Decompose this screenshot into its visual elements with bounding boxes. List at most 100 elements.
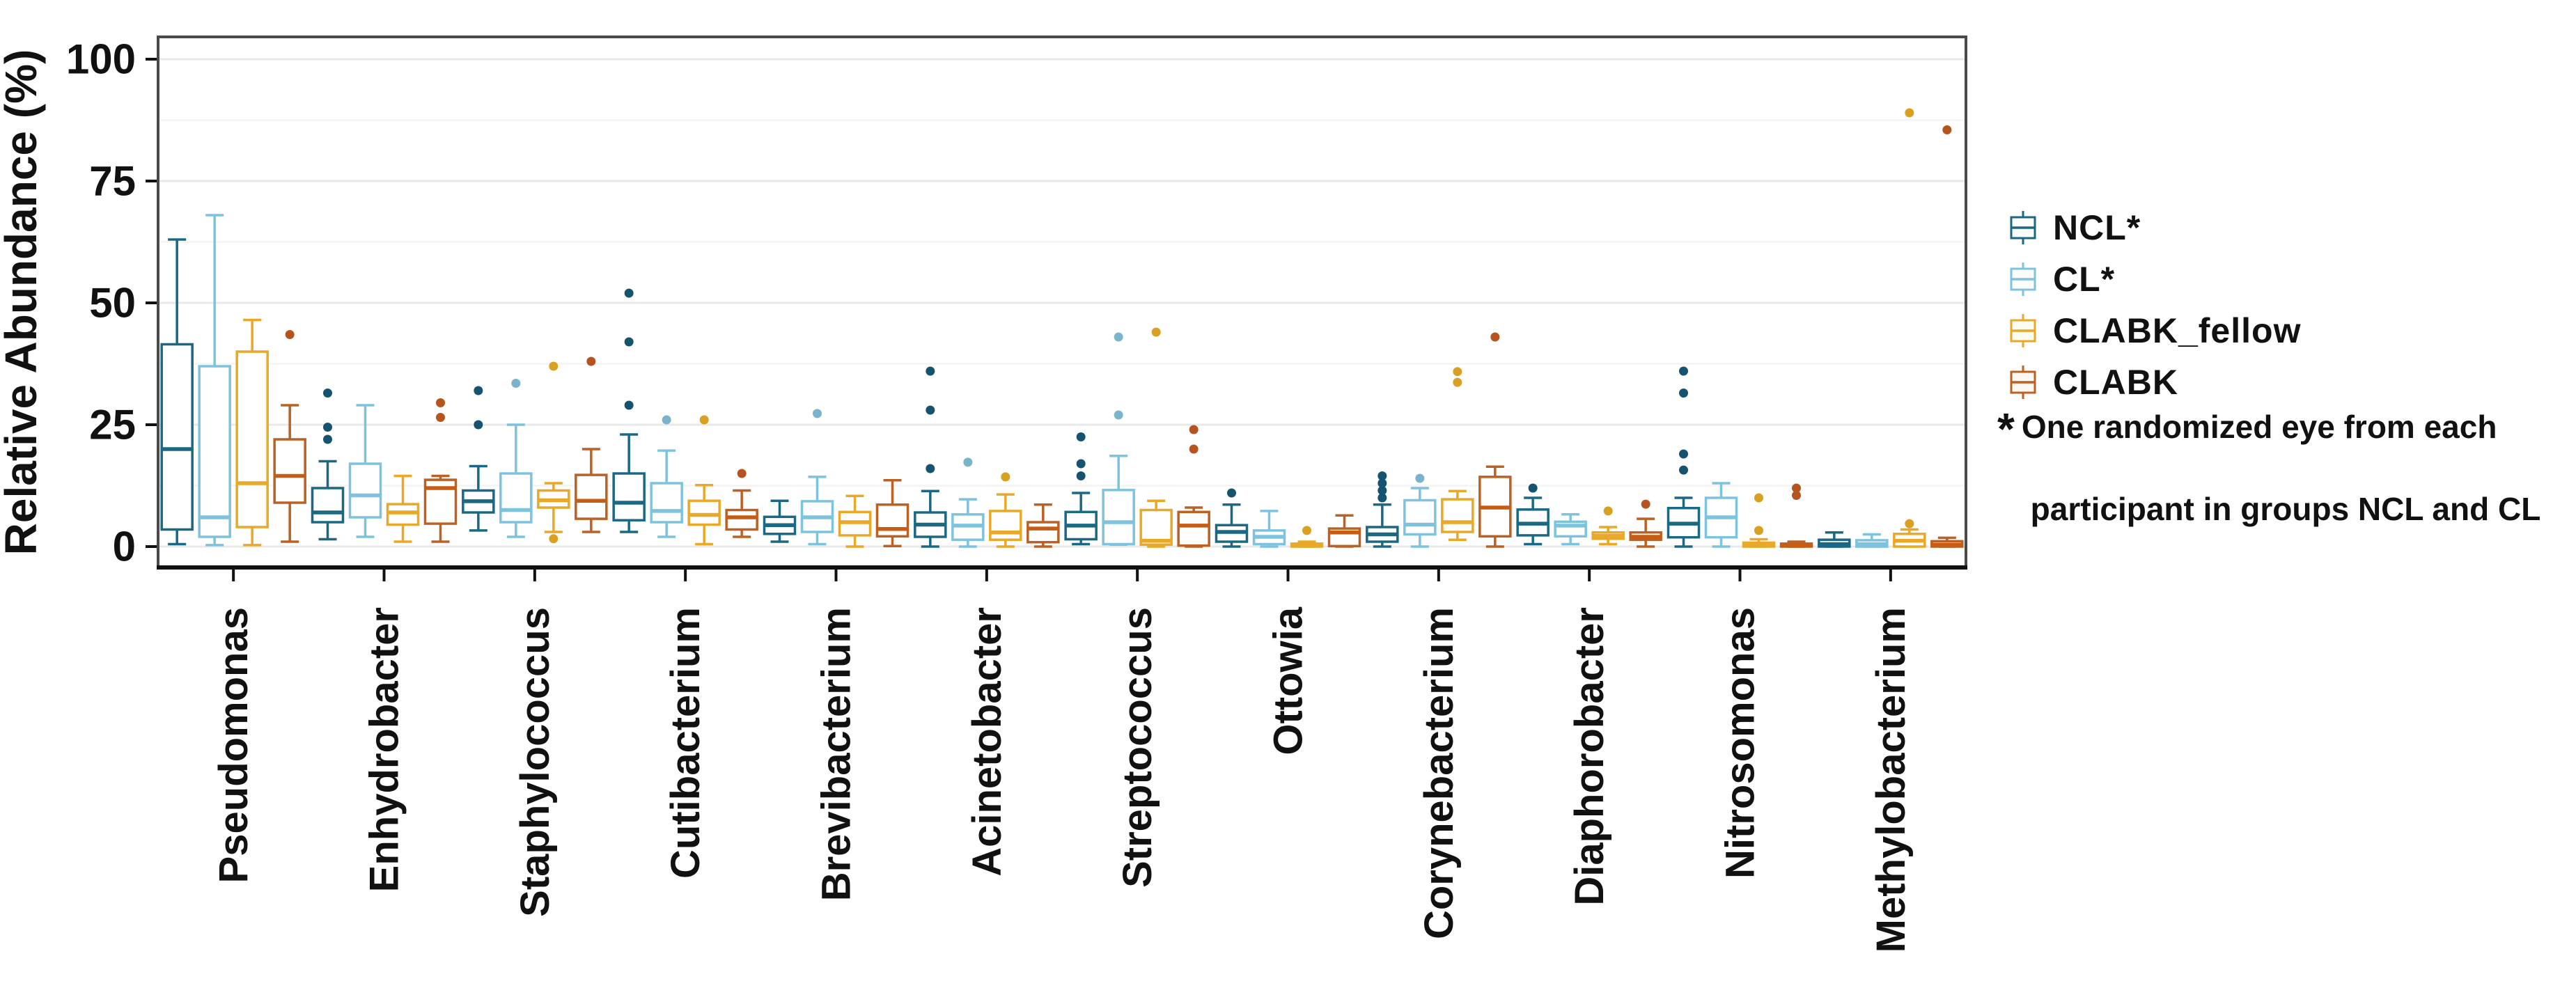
box-CLABK_fellow-Pseudomonas bbox=[235, 350, 269, 528]
x-axis-label-Cutibacterium: Cutibacterium bbox=[663, 607, 708, 879]
box-NCL*-Enhydrobacter bbox=[311, 487, 345, 524]
outlier-NCL*-Streptococcus bbox=[1076, 432, 1086, 441]
box-CLABK_fellow-Cutibacterium bbox=[687, 499, 721, 526]
x-axis-label-Streptococcus: Streptococcus bbox=[1115, 607, 1160, 888]
legend-label: CLABK_fellow bbox=[2053, 311, 2302, 350]
y-tick-label: 25 bbox=[89, 402, 136, 448]
outlier-CL*-Streptococcus bbox=[1114, 410, 1123, 420]
outlier-CL*-Staphylococcus bbox=[511, 379, 521, 388]
footnote-line2: participant in groups NCL and CL bbox=[2021, 490, 2541, 527]
outlier-NCL*-Nitrosomonas bbox=[1679, 449, 1688, 459]
box-CL*-Enhydrobacter bbox=[348, 462, 382, 519]
footnote-line1: One randomized eye from each bbox=[2021, 409, 2497, 445]
outlier-NCL*-Corynebacterium bbox=[1377, 471, 1387, 480]
outlier-CL*-Brevibacterium bbox=[813, 409, 822, 418]
outlier-NCL*-Cutibacterium bbox=[624, 337, 634, 347]
outlier-CLABK-Methylobacterium bbox=[1942, 125, 1952, 134]
box-CLABK-Staphylococcus bbox=[575, 473, 608, 520]
outlier-CLABK_fellow-Nitrosomonas bbox=[1754, 526, 1763, 535]
box-CLABK-Streptococcus bbox=[1177, 510, 1210, 547]
outlier-CLABK_fellow-Cutibacterium bbox=[699, 415, 709, 425]
outlier-CLABK_fellow-Corynebacterium bbox=[1453, 377, 1462, 387]
legend-item-cl: CL* bbox=[2007, 259, 2301, 299]
outlier-NCL*-Nitrosomonas bbox=[1679, 389, 1688, 398]
box-CL*-Streptococcus bbox=[1102, 489, 1135, 546]
outlier-CLABK_fellow-Acinetobacter bbox=[1001, 472, 1010, 482]
outlier-CLABK_fellow-Staphylococcus bbox=[549, 361, 559, 371]
y-axis-title: Relative Abundance (%) bbox=[0, 49, 46, 556]
y-tick-label: 50 bbox=[89, 280, 136, 327]
legend-label: CLABK bbox=[2053, 363, 2178, 402]
outlier-NCL*-Ottowia bbox=[1227, 488, 1236, 498]
legend-label: NCL* bbox=[2053, 208, 2141, 247]
footnote-text: One randomized eye from each participant… bbox=[2022, 407, 2540, 530]
legend-item-ncl: NCL* bbox=[2007, 207, 2301, 248]
box-NCL*-Cutibacterium bbox=[612, 472, 646, 522]
outlier-CLABK_fellow-Nitrosomonas bbox=[1754, 493, 1763, 503]
outlier-CL*-Cutibacterium bbox=[662, 415, 671, 425]
outlier-CLABK_fellow-Corynebacterium bbox=[1453, 367, 1462, 377]
outlier-CLABK-Corynebacterium bbox=[1490, 332, 1500, 342]
outlier-NCL*-Staphylococcus bbox=[474, 386, 483, 395]
box-CLABK_fellow-Acinetobacter bbox=[989, 510, 1022, 541]
y-tick-label: 75 bbox=[89, 158, 136, 205]
box-CL*-Cutibacterium bbox=[650, 482, 683, 524]
outlier-NCL*-Enhydrobacter bbox=[323, 423, 332, 432]
box-CL*-Pseudomonas bbox=[198, 365, 231, 538]
boxplot-key-icon bbox=[2010, 366, 2036, 399]
outlier-CLABK_fellow-Methylobacterium bbox=[1905, 519, 1914, 528]
x-axis-label-Enhydrobacter: Enhydrobacter bbox=[362, 607, 407, 892]
outlier-NCL*-Nitrosomonas bbox=[1679, 366, 1688, 376]
outlier-CLABK-Streptococcus bbox=[1189, 444, 1199, 454]
outlier-CLABK_fellow-Methylobacterium bbox=[1905, 108, 1914, 118]
box-NCL*-Pseudomonas bbox=[160, 343, 194, 531]
outlier-NCL*-Enhydrobacter bbox=[323, 434, 332, 444]
x-axis-label-Nitrosomonas: Nitrosomonas bbox=[1718, 607, 1763, 879]
box-CLABK-Brevibacterium bbox=[875, 503, 910, 538]
outlier-CLABK-Staphylococcus bbox=[586, 356, 596, 366]
outlier-NCL*-Corynebacterium bbox=[1377, 478, 1387, 488]
outlier-CLABK_fellow-Diaphorobacter bbox=[1603, 506, 1613, 516]
outlier-CL*-Streptococcus bbox=[1114, 332, 1123, 342]
x-axis-label-Diaphorobacter: Diaphorobacter bbox=[1567, 607, 1612, 906]
box-CLABK-Cutibacterium bbox=[725, 508, 758, 531]
box-CL*-Staphylococcus bbox=[499, 472, 533, 524]
outlier-CLABK-Pseudomonas bbox=[285, 330, 295, 339]
outlier-NCL*-Nitrosomonas bbox=[1679, 465, 1688, 475]
box-CLABK_fellow-Enhydrobacter bbox=[386, 503, 420, 526]
legend-label: CL* bbox=[2053, 260, 2116, 299]
outlier-CLABK-Cutibacterium bbox=[737, 469, 747, 478]
outlier-NCL*-Acinetobacter bbox=[926, 366, 935, 376]
boxplot-key-icon bbox=[2010, 211, 2036, 244]
outlier-CLABK_fellow-Streptococcus bbox=[1151, 327, 1161, 337]
outlier-CL*-Corynebacterium bbox=[1415, 473, 1425, 483]
outlier-NCL*-Corynebacterium bbox=[1377, 486, 1387, 495]
x-axis-label-Ottowia: Ottowia bbox=[1266, 606, 1311, 755]
x-axis-label-Staphylococcus: Staphylococcus bbox=[513, 607, 558, 917]
box-CL*-Corynebacterium bbox=[1403, 499, 1437, 536]
outlier-CLABK-Nitrosomonas bbox=[1792, 491, 1801, 500]
outlier-NCL*-Staphylococcus bbox=[474, 420, 483, 430]
outlier-CLABK-Streptococcus bbox=[1189, 425, 1199, 434]
outlier-NCL*-Diaphorobacter bbox=[1528, 483, 1538, 493]
outlier-NCL*-Cutibacterium bbox=[624, 400, 634, 410]
legend-item-clabk-fellow: CLABK_fellow bbox=[2007, 311, 2301, 351]
outlier-NCL*-Corynebacterium bbox=[1377, 493, 1387, 503]
boxplot-key-icon bbox=[2010, 262, 2036, 296]
outlier-CLABK-Enhydrobacter bbox=[436, 398, 445, 407]
outlier-NCL*-Streptococcus bbox=[1076, 471, 1086, 480]
legend-item-clabk: CLABK bbox=[2007, 362, 2301, 402]
x-axis-label-Methylobacterium: Methylobacterium bbox=[1868, 607, 1914, 952]
box-CLABK-Acinetobacter bbox=[1027, 521, 1060, 544]
boxplot-key-icon bbox=[2010, 314, 2036, 347]
outlier-NCL*-Enhydrobacter bbox=[323, 389, 332, 398]
legend-footnote: * One randomized eye from each participa… bbox=[1997, 407, 2540, 530]
x-axis-label-Corynebacterium: Corynebacterium bbox=[1416, 607, 1462, 939]
outlier-CLABK-Nitrosomonas bbox=[1792, 483, 1801, 493]
outlier-NCL*-Acinetobacter bbox=[926, 405, 935, 415]
box-CLABK-Pseudomonas bbox=[273, 438, 306, 504]
outlier-NCL*-Streptococcus bbox=[1076, 459, 1086, 469]
outlier-NCL*-Cutibacterium bbox=[624, 288, 634, 298]
